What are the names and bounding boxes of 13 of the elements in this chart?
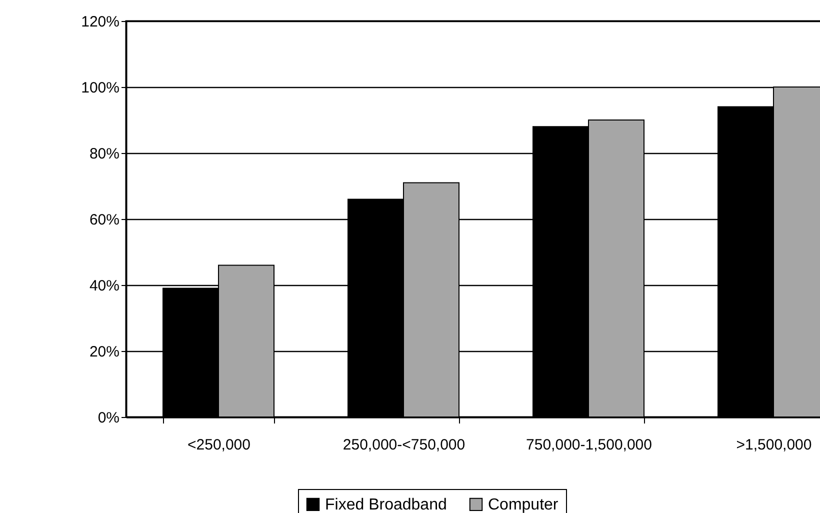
legend-label: Fixed Broadband	[325, 496, 447, 513]
legend-label: Computer	[488, 496, 559, 513]
y-tick-label: 120%	[81, 14, 120, 30]
x-tick-label: 750,000-1,500,000	[526, 436, 652, 454]
y-tick-label: 20%	[89, 344, 120, 360]
x-tick-label: <250,000	[188, 436, 250, 454]
y-tick-label: 80%	[89, 146, 120, 162]
y-tick-label: 60%	[89, 212, 120, 228]
x-tick-label: 250,000-<750,000	[342, 436, 466, 454]
y-tick-label: 40%	[89, 278, 120, 294]
y-tick-label: 0%	[98, 410, 120, 426]
x-tick-label: >1,500,000	[736, 436, 812, 454]
y-tick-label: 100%	[81, 80, 120, 96]
